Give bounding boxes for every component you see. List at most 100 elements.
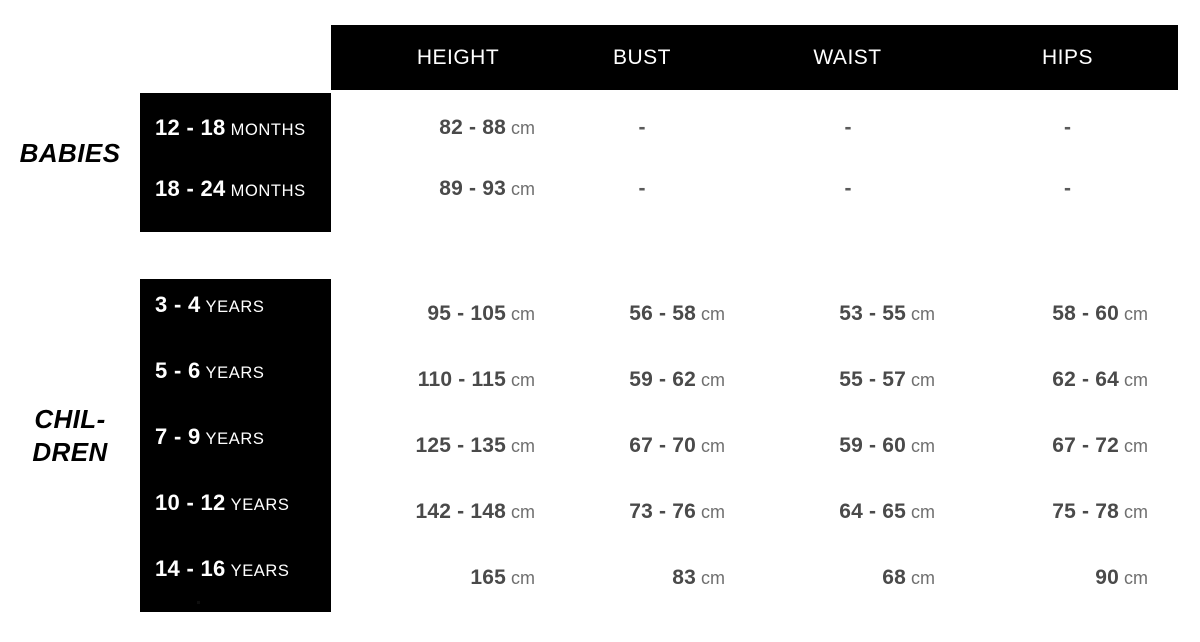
value-hips: 67 - 72 cm (980, 431, 1148, 463)
value-unit: cm (911, 304, 935, 324)
value-number: 110 - 115 (417, 368, 506, 391)
value-hips: 58 - 60 cm (980, 299, 1148, 331)
value-waist: - (762, 113, 934, 145)
value-number: 67 - 72 (1052, 434, 1119, 457)
value-number: 83 (672, 566, 696, 589)
value-waist: 59 - 60 cm (770, 431, 935, 463)
value-unit: cm (1124, 370, 1148, 390)
size-cell: 12 - 18 MONTHS (155, 114, 335, 145)
value-waist: 53 - 55 cm (770, 299, 935, 331)
value-empty-marker: - (638, 177, 646, 200)
size-value: 14 - 16 (155, 556, 226, 581)
value-bust: 59 - 62 cm (560, 365, 725, 397)
value-number: 53 - 55 (839, 302, 906, 325)
column-header-hips: HIPS (1041, 46, 1093, 69)
size-unit: YEARS (230, 496, 290, 514)
value-waist: - (762, 174, 934, 206)
value-number: 56 - 58 (629, 302, 696, 325)
size-cell: 7 - 9 YEARS (155, 423, 335, 454)
column-header-height: HEIGHT (416, 46, 500, 69)
size-value: 3 - 4 (155, 292, 201, 317)
column-header-bust: BUST (612, 46, 671, 69)
value-unit: cm (911, 502, 935, 522)
value-number: 95 - 105 (427, 302, 506, 325)
size-cell: 14 - 16 YEARS (155, 555, 335, 586)
group-label-children: CHIL- DREN (32, 404, 108, 467)
value-bust: 67 - 70 cm (560, 431, 725, 463)
value-unit: cm (1124, 568, 1148, 588)
value-unit: cm (1124, 502, 1148, 522)
value-number: 142 - 148 (415, 500, 506, 523)
babies-size-block (140, 93, 331, 232)
value-unit: cm (911, 436, 935, 456)
value-unit: cm (1124, 304, 1148, 324)
value-unit: cm (911, 370, 935, 390)
value-unit: cm (701, 370, 725, 390)
column-header-waist: WAIST (813, 46, 882, 69)
value-empty-marker: - (844, 177, 852, 200)
value-unit: cm (701, 304, 725, 324)
size-unit: YEARS (205, 364, 265, 382)
value-number: 68 (882, 566, 906, 589)
value-unit: cm (511, 568, 535, 588)
value-number: 58 - 60 (1052, 302, 1119, 325)
value-number: 59 - 62 (629, 368, 696, 391)
value-bust: - (562, 113, 722, 145)
value-unit: cm (911, 568, 935, 588)
value-height: 95 - 105 cm (315, 299, 535, 331)
size-value: 18 - 24 (155, 176, 226, 201)
value-bust: 73 - 76 cm (560, 497, 725, 529)
value-unit: cm (511, 118, 535, 138)
value-bust: - (562, 174, 722, 206)
value-number: 73 - 76 (629, 500, 696, 523)
value-bust: 56 - 58 cm (560, 299, 725, 331)
value-empty-marker: - (638, 116, 646, 139)
size-cell: 5 - 6 YEARS (155, 357, 335, 388)
value-unit: cm (511, 436, 535, 456)
artifact-dot (197, 601, 200, 604)
value-number: 67 - 70 (629, 434, 696, 457)
value-number: 82 - 88 (439, 116, 506, 139)
value-number: 55 - 57 (839, 368, 906, 391)
value-hips: 75 - 78 cm (980, 497, 1148, 529)
value-empty-marker: - (1064, 116, 1071, 139)
size-value: 10 - 12 (155, 490, 226, 515)
size-unit: MONTHS (230, 121, 306, 139)
size-unit: YEARS (230, 562, 290, 580)
header-bar (331, 25, 1178, 90)
value-hips: - (985, 113, 1150, 145)
value-unit: cm (511, 370, 535, 390)
value-number: 62 - 64 (1052, 368, 1119, 391)
value-height: 82 - 88 cm (315, 113, 535, 145)
value-number: 165 (470, 566, 506, 589)
group-label-babies: BABIES (19, 138, 121, 168)
value-empty-marker: - (1064, 177, 1071, 200)
value-unit: cm (511, 502, 535, 522)
value-number: 125 - 135 (415, 434, 506, 457)
value-number: 64 - 65 (839, 500, 906, 523)
value-height: 89 - 93 cm (315, 174, 535, 206)
value-hips: 90 cm (980, 563, 1148, 595)
value-unit: cm (701, 436, 725, 456)
value-unit: cm (511, 179, 535, 199)
size-value: 12 - 18 (155, 115, 226, 140)
value-unit: cm (701, 568, 725, 588)
size-unit: YEARS (205, 430, 265, 448)
size-cell: 3 - 4 YEARS (155, 291, 335, 322)
size-value: 7 - 9 (155, 424, 201, 449)
value-number: 90 (1095, 566, 1119, 589)
value-number: 59 - 60 (839, 434, 906, 457)
value-unit: cm (511, 304, 535, 324)
value-unit: cm (701, 502, 725, 522)
size-cell: 10 - 12 YEARS (155, 489, 335, 520)
value-hips: - (985, 174, 1150, 206)
value-unit: cm (1124, 436, 1148, 456)
value-waist: 55 - 57 cm (770, 365, 935, 397)
size-unit: YEARS (205, 298, 265, 316)
size-unit: MONTHS (230, 182, 306, 200)
size-cell: 18 - 24 MONTHS (155, 175, 335, 206)
value-height: 110 - 115 cm (315, 365, 535, 397)
value-waist: 64 - 65 cm (770, 497, 935, 529)
value-bust: 83 cm (560, 563, 725, 595)
